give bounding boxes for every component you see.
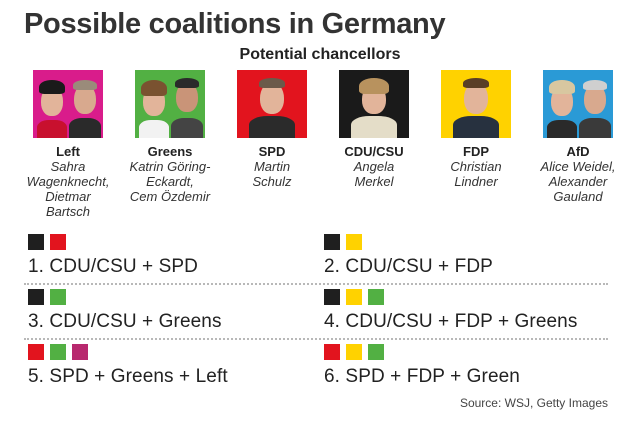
party-color-square: [28, 289, 44, 305]
party-color-square: [28, 234, 44, 250]
party-photo-afd: [543, 70, 613, 138]
party-photo-cdu-csu: [339, 70, 409, 138]
party-color-squares: [324, 289, 577, 307]
party-photo-left: [33, 70, 103, 138]
party-color-square: [28, 344, 44, 360]
coalition-option: 4. CDU/CSU + FDP + Greens: [324, 285, 577, 333]
coalition-row: 5. SPD + Greens + Left 6. SPD + FDP + Gr…: [24, 340, 608, 395]
party-color-square: [346, 289, 362, 305]
party-color-square: [324, 234, 340, 250]
party-color-square: [72, 344, 88, 360]
party-candidates: Katrin Göring- Eckardt, Cem Özdemir: [129, 159, 211, 204]
party-name: SPD: [258, 144, 286, 159]
page-title: Possible coalitions in Germany: [24, 8, 446, 40]
coalition-label: 1. CDU/CSU + SPD: [28, 256, 199, 277]
party-candidates: Angela Merkel: [353, 159, 395, 189]
party-color-squares: [28, 234, 198, 252]
party-color-squares: [324, 344, 520, 362]
party-candidates: Alice Weidel, Alexander Gauland: [540, 159, 616, 204]
party-color-square: [324, 344, 340, 360]
coalition-label: 2. CDU/CSU + FDP: [324, 256, 493, 277]
party-fdp: FDP Christian Lindner: [426, 70, 526, 189]
party-name: Left: [56, 144, 80, 159]
party-candidates: Martin Schulz: [252, 159, 292, 189]
coalition-row: 1. CDU/CSU + SPD 2. CDU/CSU + FDP: [24, 230, 608, 285]
party-name: Greens: [147, 144, 193, 159]
party-left: Left Sahra Wagenknecht, Dietmar Bartsch: [18, 70, 118, 219]
party-candidates: Christian Lindner: [450, 159, 502, 189]
coalition-label: 5. SPD + Greens + Left: [28, 366, 228, 387]
source-credit: Source: WSJ, Getty Images: [459, 396, 608, 410]
subtitle: Potential chancellors: [239, 46, 401, 63]
party-color-square: [346, 234, 362, 250]
party-color-squares: [28, 344, 228, 362]
party-color-square: [50, 344, 66, 360]
party-name: AfD: [566, 144, 590, 159]
party-photo-greens: [135, 70, 205, 138]
party-color-squares: [324, 234, 493, 252]
party-color-square: [50, 234, 66, 250]
party-photo-fdp: [441, 70, 511, 138]
party-color-square: [368, 344, 384, 360]
coalition-option: 5. SPD + Greens + Left: [28, 340, 228, 388]
party-list: Left Sahra Wagenknecht, Dietmar Bartsch …: [18, 70, 628, 230]
coalition-label: 4. CDU/CSU + FDP + Greens: [324, 311, 578, 332]
coalition-list: 1. CDU/CSU + SPD 2. CDU/CSU + FDP 3. CDU…: [24, 230, 608, 395]
coalition-option: 6. SPD + FDP + Green: [324, 340, 520, 388]
party-name: FDP: [463, 144, 489, 159]
coalition-option: 2. CDU/CSU + FDP: [324, 230, 493, 278]
coalition-row: 3. CDU/CSU + Greens 4. CDU/CSU + FDP + G…: [24, 285, 608, 340]
party-afd: AfD Alice Weidel, Alexander Gauland: [528, 70, 628, 204]
party-cdu-csu: CDU/CSU Angela Merkel: [324, 70, 424, 189]
party-greens: Greens Katrin Göring- Eckardt, Cem Özdem…: [120, 70, 220, 204]
party-color-squares: [28, 289, 222, 307]
party-photo-spd: [237, 70, 307, 138]
party-name: CDU/CSU: [344, 144, 404, 159]
party-color-square: [346, 344, 362, 360]
coalition-label: 3. CDU/CSU + Greens: [28, 311, 222, 332]
party-color-square: [50, 289, 66, 305]
party-color-square: [368, 289, 384, 305]
party-candidates: Sahra Wagenknecht, Dietmar Bartsch: [26, 159, 110, 219]
coalition-option: 3. CDU/CSU + Greens: [28, 285, 222, 333]
party-spd: SPD Martin Schulz: [222, 70, 322, 189]
party-color-square: [324, 289, 340, 305]
coalition-label: 6. SPD + FDP + Green: [324, 366, 520, 387]
coalition-option: 1. CDU/CSU + SPD: [28, 230, 198, 278]
